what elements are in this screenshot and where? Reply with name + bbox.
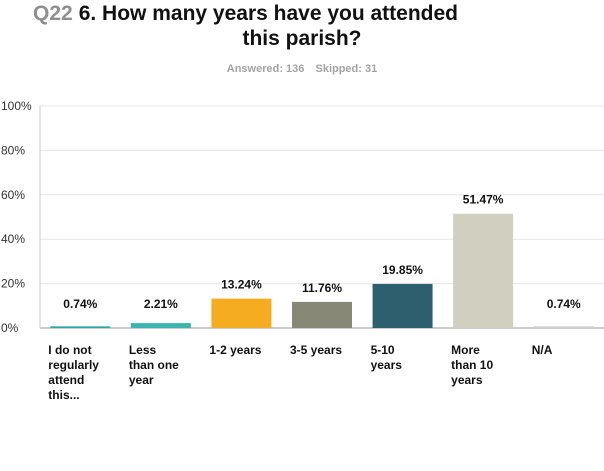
bar [211,298,272,328]
category-label-line: Less [128,343,157,357]
bar [372,283,433,328]
skipped-count: Skipped: 31 [315,63,378,75]
category-label-line: regularly [48,358,99,372]
data-label: 13.24% [221,278,262,292]
category-label-line: I do not [48,343,92,357]
y-tick-label: 0% [1,321,19,335]
category-label-line: 1-2 years [209,343,262,357]
y-tick-label: 40% [1,232,25,246]
question-header: Q22 6. How many years have you attended t… [0,0,604,60]
bar [292,301,352,328]
category-label: I do not regularly attend this... [48,343,118,403]
category-label-line: year [128,373,154,387]
category-label-line: 3-5 years [290,343,343,357]
category-label-line: attend [48,373,85,387]
question-number: Q22 [33,2,73,25]
category-label-line: N/A [531,343,553,357]
data-label: 19.85% [382,263,423,277]
answered-count: Answered: 136 [226,63,305,75]
category-label-line: this... [48,388,80,402]
category-label: 5-10 years [371,343,441,373]
y-tick-label: 60% [1,188,25,202]
category-label: 1-2 years [209,343,279,358]
data-label: 2.21% [144,297,178,311]
data-label: 0.74% [547,297,581,311]
category-label-line: More [451,343,480,357]
category-label-line: than one [128,358,179,372]
category-label: 3-5 years [290,343,360,358]
category-label-line: 5-10 [370,343,395,357]
category-label: More than 10 years [451,343,521,388]
category-label-line: years [451,373,483,387]
response-stats: Answered: 136 Skipped: 31 [0,63,604,75]
data-label: 51.47% [463,193,504,207]
bar [50,326,111,328]
bar [130,323,191,328]
category-label: N/A [532,343,602,358]
data-label: 11.76% [302,281,342,295]
bar [453,213,514,328]
category-label-line: than 10 [451,358,494,372]
category-label-line: years [370,358,402,372]
y-tick-label: 80% [1,143,25,157]
question-title-line1: Q22 6. How many years have you attended [33,0,458,29]
category-label: Less than one year [129,343,199,388]
data-label: 0.74% [63,297,97,311]
bar [533,326,594,328]
question-title-text: 6. How many years have you attended [78,2,459,25]
y-tick-label: 100% [1,99,32,113]
question-title-line2: this parish? [242,27,362,50]
y-tick-label: 20% [1,277,25,291]
